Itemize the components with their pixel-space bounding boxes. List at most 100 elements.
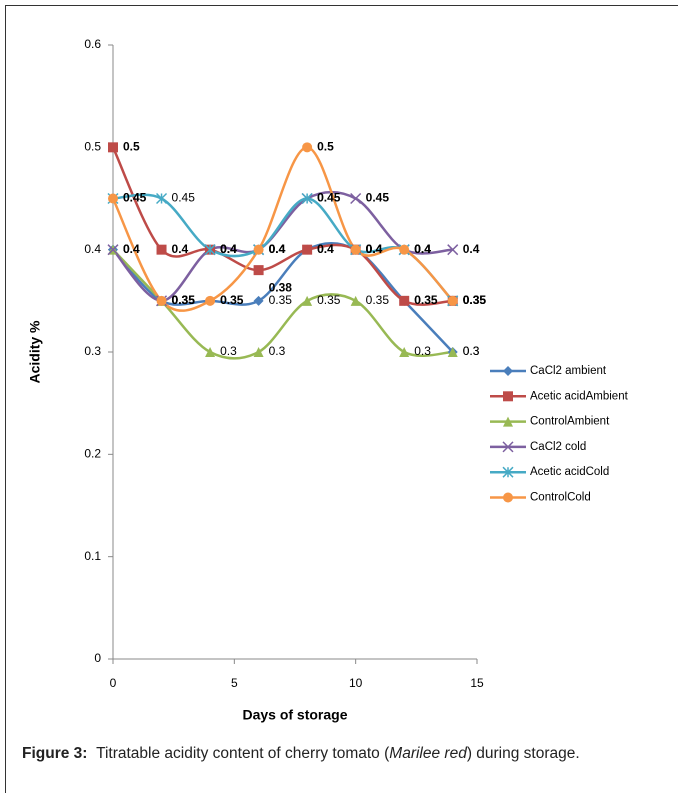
data-label: 0.4 (123, 242, 140, 256)
x-tick-label: 10 (349, 676, 363, 690)
marker (447, 347, 458, 357)
marker (399, 244, 410, 255)
data-label: 0.35 (463, 293, 487, 307)
y-tick-label: 0.6 (84, 37, 101, 51)
data-label: 0.4 (269, 242, 286, 256)
data-label: 0.4 (123, 242, 140, 256)
data-label: 0.4 (269, 242, 286, 256)
data-label: 0.45 (172, 191, 196, 205)
y-tick-label: 0.3 (84, 344, 101, 358)
marker (205, 295, 216, 306)
data-label: 0.3 (414, 344, 431, 358)
marker (447, 295, 458, 306)
legend-marker (503, 366, 513, 376)
legend-item: ControlCold (490, 492, 591, 504)
marker (156, 244, 167, 255)
data-label: 0.45 (317, 191, 341, 205)
data-label: 0.4 (220, 242, 237, 256)
data-label: 0.4 (414, 242, 431, 256)
marker (108, 142, 118, 153)
data-label: 0.4 (317, 242, 334, 256)
legend-item: ControlAmbient (490, 416, 610, 428)
marker (253, 265, 264, 276)
marker (302, 295, 313, 306)
data-label: 0.35 (172, 293, 196, 307)
legend-label: ControlAmbient (530, 416, 610, 428)
y-tick-label: 0.1 (84, 549, 101, 563)
marker (253, 347, 264, 357)
data-label: 0.35 (220, 293, 244, 307)
data-label: 0.35 (366, 293, 390, 307)
data-label: 0.35 (463, 293, 487, 307)
legend-item: Acetic acidAmbient (490, 390, 629, 402)
marker (301, 192, 313, 205)
caption: Figure 3: Titratable acidity content of … (22, 743, 662, 764)
data-label: 0.4 (269, 242, 286, 256)
marker (108, 193, 118, 204)
data-label: 0.3 (220, 344, 237, 358)
data-label: 0.5 (317, 140, 334, 154)
data-label: 0.4 (366, 242, 383, 256)
data-label: 0.3 (463, 344, 480, 358)
legend-item: CaCl2 ambient (490, 365, 607, 377)
legend-marker (503, 391, 513, 402)
data-label: 0.4 (414, 242, 431, 256)
data-label: 0.45 (366, 191, 390, 205)
data-label: 0.45 (123, 191, 147, 205)
legend-item: CaCl2 cold (490, 441, 586, 453)
data-label: 0.35 (414, 293, 438, 307)
legend-marker (503, 416, 513, 427)
data-label: 0.35 (220, 293, 244, 307)
data-label: 0.3 (463, 344, 480, 358)
legend-label: Acetic acidCold (530, 466, 609, 478)
data-label: 0.4 (463, 242, 480, 256)
data-label: 0.35 (172, 293, 196, 307)
data-label: 0.4 (366, 242, 383, 256)
marker (205, 347, 216, 357)
data-label: 0.35 (269, 293, 293, 307)
data-label: 0.4 (220, 242, 237, 256)
marker (253, 244, 264, 255)
data-label: 0.4 (366, 242, 383, 256)
marker (107, 244, 119, 256)
marker (156, 192, 168, 205)
y-tick-label: 0.5 (84, 140, 101, 154)
caption-end: ) during storage. (466, 745, 580, 762)
marker (204, 244, 216, 256)
marker (399, 347, 410, 357)
legend-marker (503, 492, 513, 503)
x-tick-label: 0 (110, 676, 117, 690)
legend-item: Acetic acidCold (490, 466, 609, 478)
x-axis-title: Days of storage (242, 707, 347, 723)
y-tick-label: 0.4 (84, 242, 101, 256)
marker (447, 244, 459, 256)
x-tick-label: 15 (470, 676, 484, 690)
data-label: 0.4 (414, 242, 431, 256)
data-label: 0.3 (269, 344, 286, 358)
legend-label: CaCl2 cold (530, 441, 586, 453)
data-label: 0.35 (414, 293, 438, 307)
data-label: 0.35 (172, 293, 196, 307)
data-label: 0.4 (123, 242, 140, 256)
x-tick-label: 5 (231, 676, 238, 690)
data-label: 0.38 (269, 280, 293, 294)
y-tick-label: 0 (94, 651, 101, 665)
marker (156, 295, 167, 306)
marker (350, 295, 361, 306)
marker (302, 244, 313, 255)
legend-label: CaCl2 ambient (530, 365, 607, 377)
marker (350, 192, 362, 205)
y-axis-title: Acidity % (27, 320, 43, 384)
marker (302, 142, 313, 153)
data-label: 0.4 (172, 242, 189, 256)
legend-marker (502, 466, 514, 478)
marker (350, 244, 361, 255)
data-label: 0.4 (317, 242, 334, 256)
data-label: 0.45 (123, 191, 147, 205)
caption-text: Titratable acidity content of cherry tom… (96, 745, 390, 762)
data-label: 0.4 (366, 242, 383, 256)
caption-label: Figure 3: (22, 745, 88, 762)
legend-label: ControlCold (530, 492, 591, 504)
